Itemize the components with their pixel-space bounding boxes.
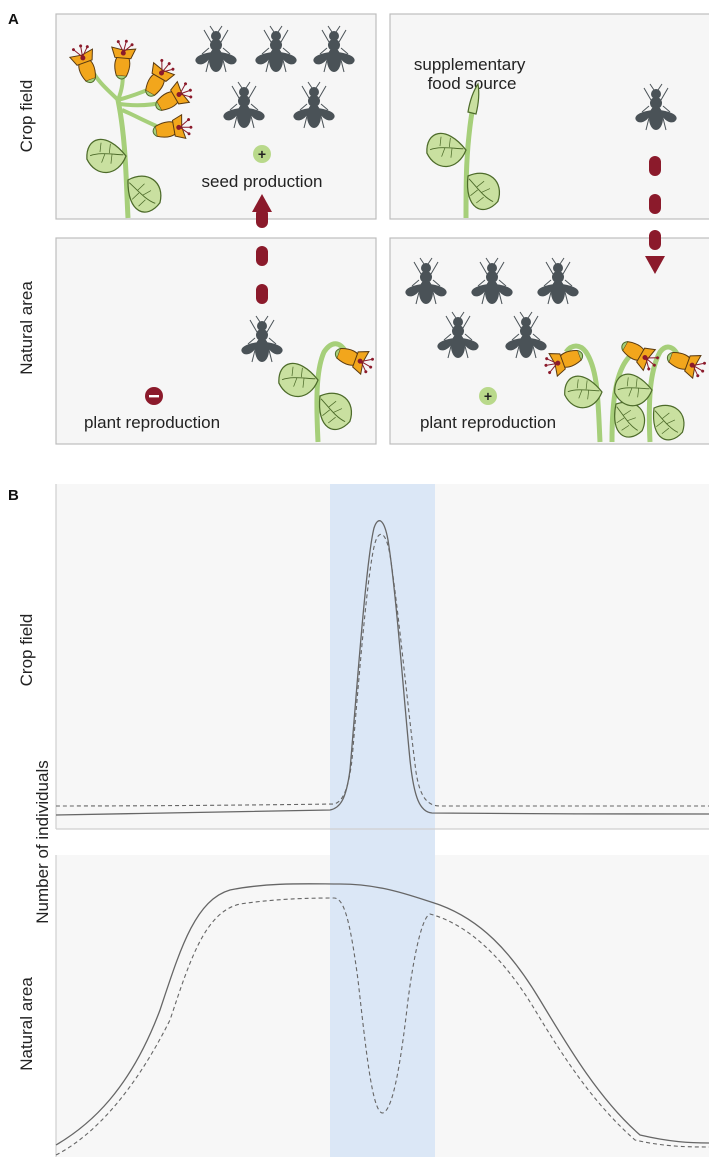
arrow-natural-to-crop	[252, 194, 272, 304]
crop-field-postbloom-box: supplementary food source	[389, 13, 709, 220]
wild-plant-icon	[273, 340, 378, 443]
panel-a-row-label-natural-area: Natural area	[17, 281, 36, 375]
panel-b-letter: B	[8, 487, 19, 504]
flowering-period-highlight	[330, 484, 435, 1157]
crop-field-solid-curve	[55, 520, 709, 816]
plant-reproduction-left-label: plant reproduction	[84, 413, 220, 432]
positive-badge: +	[253, 145, 271, 163]
panel-b-y-axis-label: Number of individuals	[33, 760, 52, 923]
flowering-crop-plant-icon	[66, 38, 198, 219]
svg-text:+: +	[484, 388, 492, 404]
natural-area-dashed-curve	[55, 897, 709, 1156]
plant-reproduction-right-label: plant reproduction	[420, 413, 556, 432]
non-flowering-crop-plant-icon	[421, 82, 507, 219]
panel-a-row-label-crop-field: Crop field	[17, 80, 36, 153]
positive-badge: +	[479, 387, 497, 405]
natural-area-depleted-box: plant reproduction	[55, 237, 378, 445]
crop-field-flowering-box: + seed production	[55, 13, 377, 220]
natural-area-solid-curve	[55, 883, 709, 1146]
panel-b-row-label-crop-field: Crop field	[17, 614, 36, 687]
arrow-crop-to-natural	[645, 156, 665, 274]
panel-b-row-label-natural-area: Natural area	[17, 977, 36, 1071]
supplementary-food-label: supplementary food source	[414, 55, 530, 93]
negative-badge	[145, 387, 163, 405]
seed-production-label: seed production	[202, 172, 323, 191]
panel-a-letter: A	[8, 11, 19, 28]
wild-plant-icon	[540, 333, 709, 446]
natural-area-recovered-box: + plant reproduction	[389, 237, 709, 446]
svg-text:+: +	[258, 146, 266, 162]
